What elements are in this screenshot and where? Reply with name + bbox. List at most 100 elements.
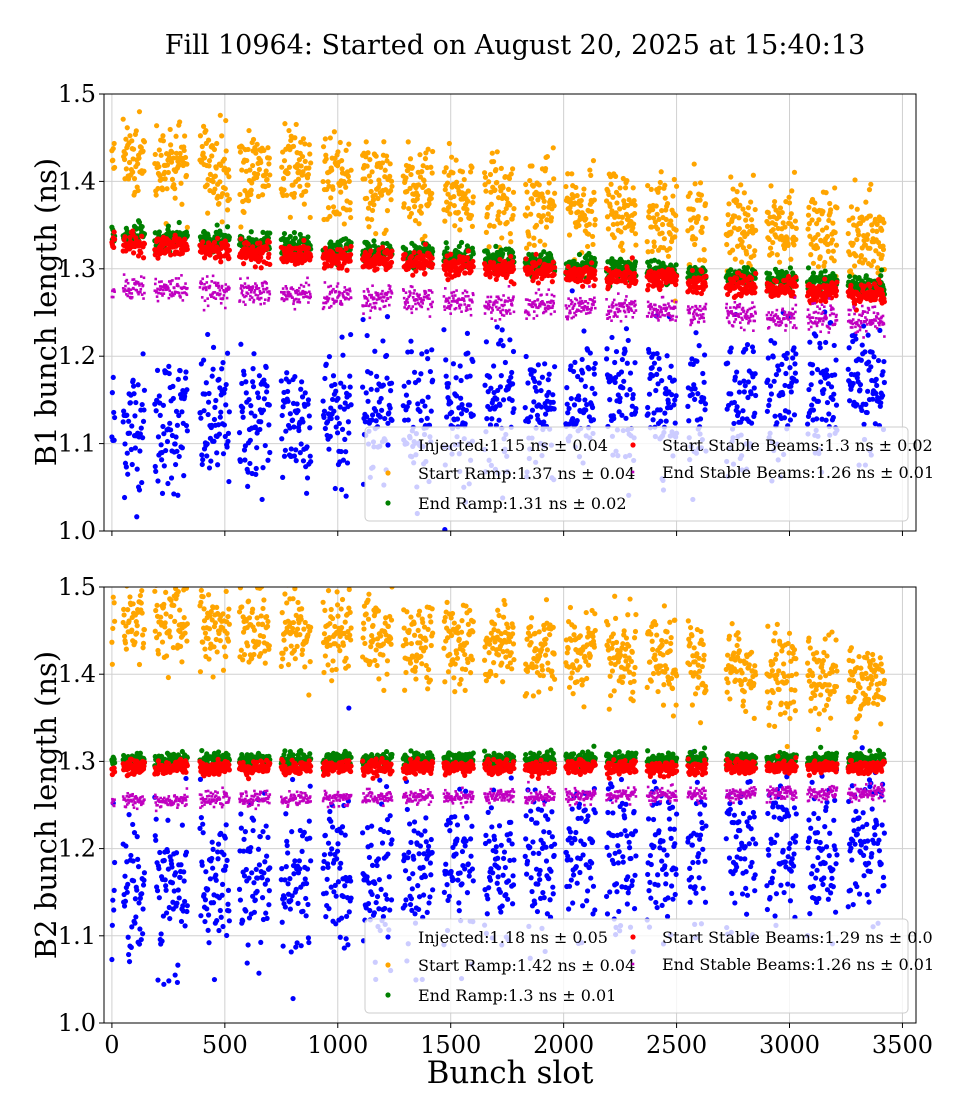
data-point <box>831 391 837 397</box>
data-point <box>819 416 825 422</box>
data-point <box>458 183 465 189</box>
data-point <box>502 174 508 180</box>
data-point <box>364 332 370 339</box>
data-point <box>443 240 449 246</box>
data-point <box>700 370 706 377</box>
data-point <box>741 389 747 395</box>
data-point <box>346 392 352 398</box>
data-point <box>773 534 778 539</box>
data-point <box>299 394 306 400</box>
data-point <box>225 438 231 444</box>
data-point <box>110 145 116 152</box>
data-point <box>537 258 543 264</box>
data-point <box>580 192 587 198</box>
data-point <box>779 209 785 216</box>
data-point <box>771 378 777 384</box>
data-point <box>508 374 514 380</box>
data-point <box>585 231 592 237</box>
data-point <box>791 412 798 418</box>
data-point <box>655 226 661 232</box>
data-point <box>793 274 799 280</box>
data-point <box>496 209 502 215</box>
data-point <box>483 229 489 235</box>
data-point <box>443 357 449 363</box>
data-point <box>239 380 245 387</box>
data-point <box>220 451 227 457</box>
data-point <box>656 185 663 191</box>
data-point <box>369 216 375 223</box>
data-point <box>851 263 858 269</box>
data-point <box>223 402 229 408</box>
data-point <box>278 378 284 384</box>
data-point <box>536 182 542 188</box>
data-point <box>247 167 253 173</box>
data-point <box>266 155 272 161</box>
data-point <box>550 145 556 151</box>
data-point <box>124 412 130 418</box>
data-point <box>834 279 840 285</box>
data-point <box>383 227 389 233</box>
data-point <box>308 160 314 166</box>
data-point <box>653 387 659 394</box>
data-point <box>575 209 581 215</box>
data-point <box>295 408 301 414</box>
data-point <box>606 191 612 198</box>
data-point <box>221 156 227 162</box>
data-point <box>740 206 746 212</box>
data-point <box>511 206 517 212</box>
data-point <box>212 404 218 410</box>
data-point <box>736 215 742 221</box>
data-point <box>304 490 310 496</box>
data-point <box>667 374 673 381</box>
data-point <box>110 374 116 381</box>
data-point <box>280 175 287 182</box>
data-point <box>388 380 395 386</box>
data-point <box>765 355 771 361</box>
data-point <box>631 198 637 204</box>
data-point <box>854 206 860 212</box>
data-point <box>701 247 707 253</box>
data-point <box>408 338 414 344</box>
data-point <box>470 358 476 365</box>
data-point <box>673 183 680 189</box>
data-point <box>541 198 547 204</box>
data-point <box>820 208 826 215</box>
data-point <box>792 370 798 376</box>
data-point <box>292 135 298 141</box>
data-point <box>645 182 651 189</box>
data-point <box>542 361 548 367</box>
data-point <box>379 244 386 250</box>
data-point <box>617 185 623 191</box>
data-point <box>502 359 508 366</box>
data-point <box>868 262 874 269</box>
data-point <box>320 398 326 404</box>
data-point <box>280 474 286 480</box>
data-point <box>781 245 788 252</box>
data-point <box>791 242 797 248</box>
data-point <box>364 216 371 222</box>
data-point <box>215 235 221 241</box>
data-point <box>347 207 353 213</box>
data-point <box>665 253 672 259</box>
data-point <box>659 230 665 236</box>
data-point <box>165 223 171 229</box>
data-point <box>832 185 838 191</box>
data-point <box>785 242 791 248</box>
data-point <box>130 228 136 234</box>
data-point <box>374 266 380 272</box>
data-point <box>365 205 372 211</box>
data-point <box>809 370 815 376</box>
data-point <box>331 129 337 135</box>
data-point <box>574 193 580 199</box>
data-point <box>333 388 339 394</box>
data-point <box>121 494 128 501</box>
data-point <box>726 201 732 207</box>
data-point <box>752 410 758 416</box>
data-point <box>613 348 620 355</box>
data-point <box>470 200 476 206</box>
data-point <box>362 249 368 255</box>
data-point <box>691 382 697 388</box>
data-point <box>732 256 738 262</box>
data-point <box>156 393 162 399</box>
data-point <box>464 206 470 213</box>
